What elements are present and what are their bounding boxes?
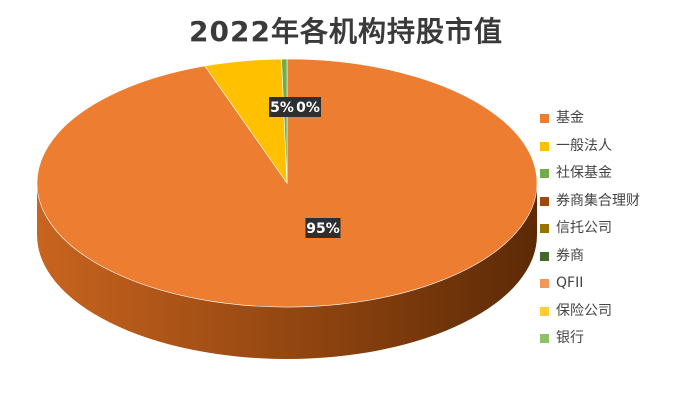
- data-label-box: [305, 218, 341, 238]
- legend-label: 一般法人: [556, 137, 612, 154]
- legend-label: 券商集合理财: [556, 192, 640, 209]
- legend-item-1: 一般法人: [540, 136, 690, 164]
- legend-label: 社保基金: [556, 165, 612, 181]
- legend-item-4: 信托公司: [540, 218, 690, 246]
- legend-swatch: [540, 251, 549, 261]
- legend-swatch: [540, 169, 549, 178]
- chart-title: 2022年各机构持股市值: [189, 15, 503, 48]
- pie-side-wall: [37, 183, 537, 359]
- legend-swatch: [540, 279, 549, 288]
- legend-swatch: [540, 141, 549, 151]
- legend-label: 银行: [556, 330, 584, 346]
- legend-swatch: [540, 224, 549, 233]
- legend-label: 券商: [556, 247, 584, 264]
- pie-slice-2: [281, 58, 288, 184]
- legend-label: 保险公司: [556, 302, 612, 319]
- legend-item-3: 券商集合理财: [540, 191, 690, 219]
- legend-item-7: 保险公司: [540, 301, 690, 329]
- legend-item-5: 券商: [540, 246, 690, 274]
- data-label-box: [295, 97, 321, 117]
- legend-swatch: [540, 114, 549, 123]
- legend-item-0: 基金: [540, 108, 690, 136]
- data-label-box: [269, 97, 295, 117]
- legend-swatch: [540, 196, 549, 206]
- legend-swatch: [540, 306, 549, 316]
- data-label-text: 0%: [296, 100, 320, 116]
- legend-label: 信托公司: [556, 220, 612, 236]
- data-label-text: 95%: [306, 221, 340, 237]
- data-label-1: 5%: [269, 97, 295, 117]
- legend-item-6: QFII: [540, 273, 690, 301]
- data-label-2: 0%: [295, 97, 321, 117]
- legend-item-2: 社保基金: [540, 163, 690, 191]
- legend-item-8: 银行: [540, 328, 690, 356]
- legend-label: QFII: [556, 275, 584, 291]
- legend-swatch: [540, 334, 549, 343]
- data-label-0: 95%: [305, 218, 341, 238]
- legend-label: 基金: [556, 110, 584, 126]
- data-label-text: 5%: [270, 100, 294, 116]
- legend: 基金 一般法人 社保基金 券商集合理财 信托公司 券商 QFII 保险公司 银行: [540, 108, 690, 356]
